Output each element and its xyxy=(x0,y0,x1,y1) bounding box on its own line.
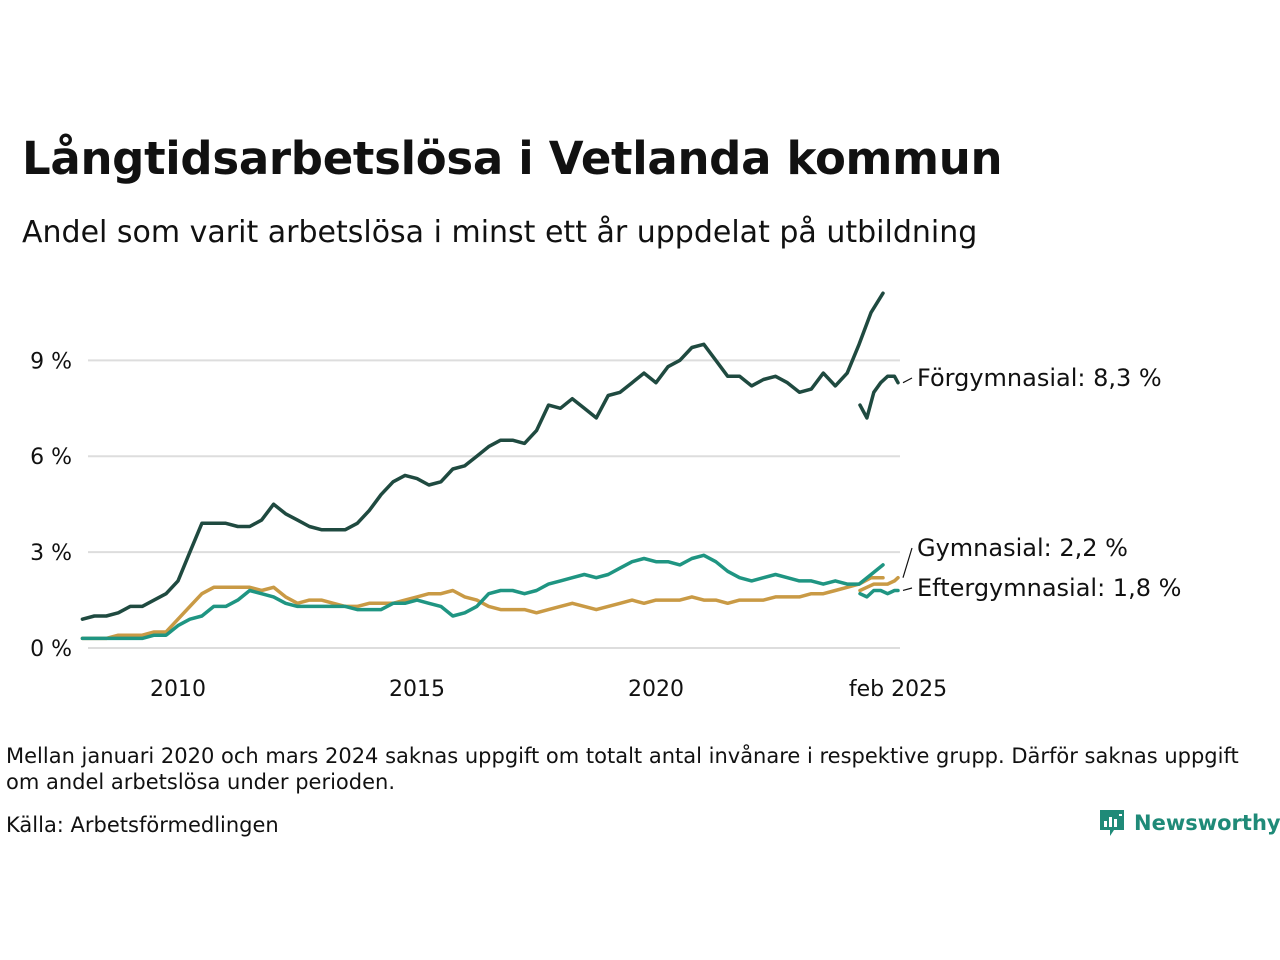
newsworthy-logo-text: Newsworthy xyxy=(1134,811,1280,835)
series-line-eftergymnasial xyxy=(858,588,900,599)
series-line-förgymnasial xyxy=(80,291,885,621)
x-tick-label: 2010 xyxy=(150,677,206,702)
x-tick-label: 2015 xyxy=(389,677,445,702)
gridlines xyxy=(88,359,900,649)
x-axis: 2010 2015 2020 feb 2025 xyxy=(150,677,947,702)
series-lines xyxy=(80,291,900,641)
end-label-leader xyxy=(902,547,913,578)
end-label-förgymnasial: Förgymnasial: 8,3 % xyxy=(917,364,1162,392)
series-line-förgymnasial xyxy=(858,374,900,420)
series-line-eftergymnasial xyxy=(80,553,885,641)
source-line: Källa: Arbetsförmedlingen xyxy=(6,813,279,837)
y-axis: 0 % 3 % 6 % 9 % xyxy=(30,349,72,662)
chart-subtitle: Andel som varit arbetslösa i minst ett å… xyxy=(22,215,978,250)
end-label-gymnasial: Gymnasial: 2,2 % xyxy=(917,534,1128,562)
footnote: Mellan januari 2020 och mars 2024 saknas… xyxy=(6,744,1239,794)
line-chart: 0 % 3 % 6 % 9 % 2010 2015 2020 feb 2025 Förgym… xyxy=(30,291,1181,702)
series-line-gymnasial xyxy=(80,575,885,641)
end-label-leader xyxy=(902,587,913,592)
end-labels: Förgymnasial: 8,3 % Gymnasial: 2,2 % Efter… xyxy=(902,364,1181,602)
end-label-leader xyxy=(902,377,913,384)
y-tick-label: 3 % xyxy=(30,541,72,566)
x-tick-label: feb 2025 xyxy=(849,677,947,702)
end-label-eftergymnasial: Eftergymnasial: 1,8 % xyxy=(917,574,1181,602)
y-tick-label: 6 % xyxy=(30,445,72,470)
chart-title: Långtidsarbetslösa i Vetlanda kommun xyxy=(22,132,1003,185)
y-tick-label: 9 % xyxy=(30,349,72,374)
series-line-gymnasial xyxy=(858,575,900,593)
y-tick-label: 0 % xyxy=(30,637,72,662)
x-tick-label: 2020 xyxy=(628,677,684,702)
newsworthy-logo-icon xyxy=(1100,810,1124,836)
newsworthy-logo: Newsworthy xyxy=(1098,808,1280,838)
